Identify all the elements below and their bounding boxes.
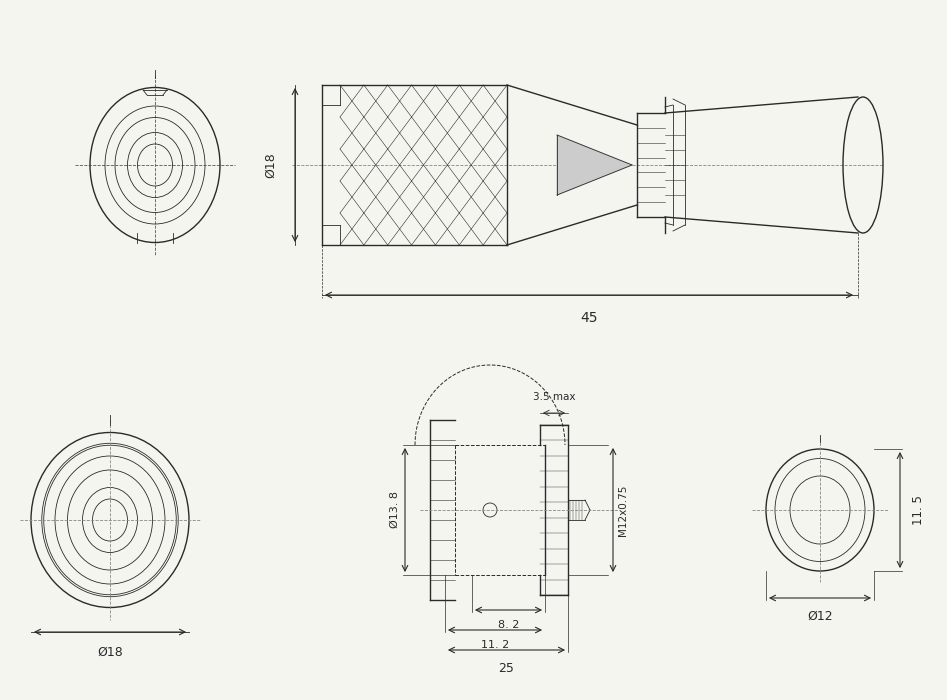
- Text: 3.5 max: 3.5 max: [533, 392, 575, 402]
- Text: Ø13. 8: Ø13. 8: [390, 491, 400, 528]
- Text: 11. 2: 11. 2: [481, 640, 509, 650]
- Text: 25: 25: [498, 662, 514, 675]
- Text: 45: 45: [581, 311, 598, 325]
- Text: 11. 5: 11. 5: [912, 495, 925, 525]
- Text: Ø18: Ø18: [98, 646, 123, 659]
- Text: M12x0.75: M12x0.75: [618, 484, 628, 536]
- Polygon shape: [557, 135, 632, 195]
- Text: 8. 2: 8. 2: [498, 620, 519, 630]
- Text: Ø12: Ø12: [807, 610, 832, 623]
- Text: Ø18: Ø18: [264, 152, 277, 178]
